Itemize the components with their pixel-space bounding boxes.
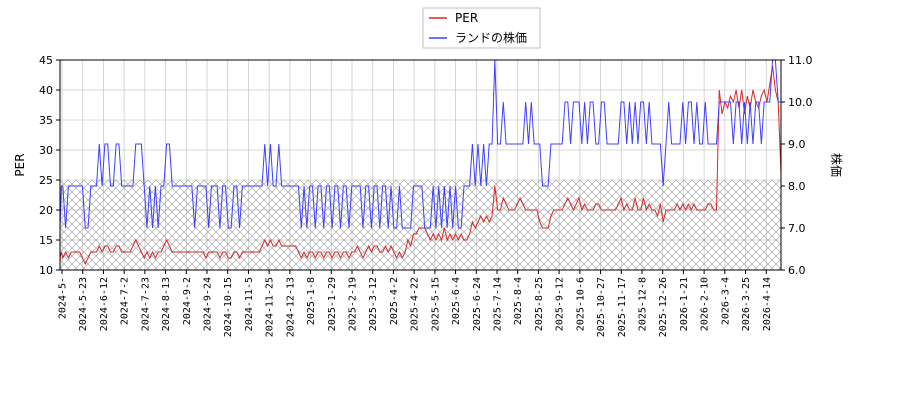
y-left-tick-label: 20 <box>39 204 53 217</box>
series-line-stock-price <box>60 60 781 229</box>
y-right-tick-label: 8.0 <box>788 180 806 193</box>
x-tick-label: 2024-5- <box>58 277 69 319</box>
x-tick-label: 2025-8-4 <box>513 277 524 325</box>
x-tick-label: 2024-9-2 <box>182 277 193 325</box>
x-tick-label: 2024-9-24 <box>203 277 214 331</box>
y-right-tick-label: 10.0 <box>788 96 813 109</box>
legend-box <box>422 7 541 49</box>
y-axis-label-right: 株価 <box>829 153 844 177</box>
x-tick-label: 2025-7-14 <box>493 277 504 331</box>
y-left-tick-label: 25 <box>39 174 53 187</box>
legend-label-per: PER <box>455 11 478 25</box>
x-tick-label: 2025-10-6 <box>575 277 586 331</box>
x-tick-label: 2025-4-22 <box>410 277 421 331</box>
plot-frame <box>59 59 782 271</box>
x-tick-label: 2024-5-23 <box>78 277 89 331</box>
x-tick-label: 2025-8-25 <box>534 277 545 331</box>
x-tick-label: 2025-1-29 <box>327 277 338 331</box>
y-right-tick-label: 9.0 <box>788 138 806 151</box>
x-tick-label: 2026-4-14 <box>762 277 773 331</box>
x-tick-label: 2024-6-12 <box>99 277 110 331</box>
x-tick-label: 2026-1-21 <box>679 277 690 331</box>
series-line-per <box>60 65 781 266</box>
x-tick-label: 2025-9-12 <box>555 277 566 331</box>
x-tick-label: 2026-3-4 <box>720 277 731 325</box>
y-axis-label-left: PER <box>13 153 27 176</box>
x-tick-label: 2024-7-2 <box>120 277 131 325</box>
x-tick-label: 2024-8-13 <box>161 277 172 331</box>
x-tick-label: 2025-3-12 <box>368 277 379 331</box>
x-tick-label: 2025-1-8 <box>306 277 317 325</box>
x-tick-label: 2026-2-10 <box>700 277 711 331</box>
x-tick-label: 2025-10-27 <box>596 277 607 337</box>
y-left-tick-label: 30 <box>39 144 53 157</box>
y-left-tick-label: 15 <box>39 234 53 247</box>
legend: PER ランドの株価 <box>422 7 541 49</box>
x-tick-label: 2025-12-26 <box>658 277 669 337</box>
x-tick-label: 2024-12-13 <box>285 277 296 337</box>
y-right-tick-label: 7.0 <box>788 222 806 235</box>
x-tick-label: 2024-10-15 <box>223 277 234 337</box>
y-left-tick-label: 35 <box>39 114 53 127</box>
x-tick-label: 2026-3-25 <box>741 277 752 331</box>
y-right-tick-label: 11.0 <box>788 54 813 67</box>
x-tick-label: 2025-4-2 <box>389 277 400 325</box>
x-tick-label: 2025-5-15 <box>430 277 441 331</box>
x-tick-label: 2025-6-4 <box>451 277 462 325</box>
y-left-tick-label: 45 <box>39 54 53 67</box>
y-right-tick-label: 6.0 <box>788 264 806 277</box>
x-tick-label: 2024-7-23 <box>140 277 151 331</box>
hatched-region <box>60 180 781 270</box>
y-left-tick-label: 40 <box>39 84 53 97</box>
x-tick-label: 2025-12-8 <box>638 277 649 331</box>
x-tick-label: 2025-6-24 <box>472 277 483 331</box>
x-tick-label: 2024-11-25 <box>265 277 276 337</box>
legend-label-stock-price: ランドの株価 <box>455 30 527 45</box>
x-tick-label: 2025-11-17 <box>617 277 628 337</box>
x-tick-label: 2025-2-19 <box>348 277 359 331</box>
x-tick-label: 2024-11-5 <box>244 277 255 331</box>
y-left-tick-label: 10 <box>39 264 53 277</box>
